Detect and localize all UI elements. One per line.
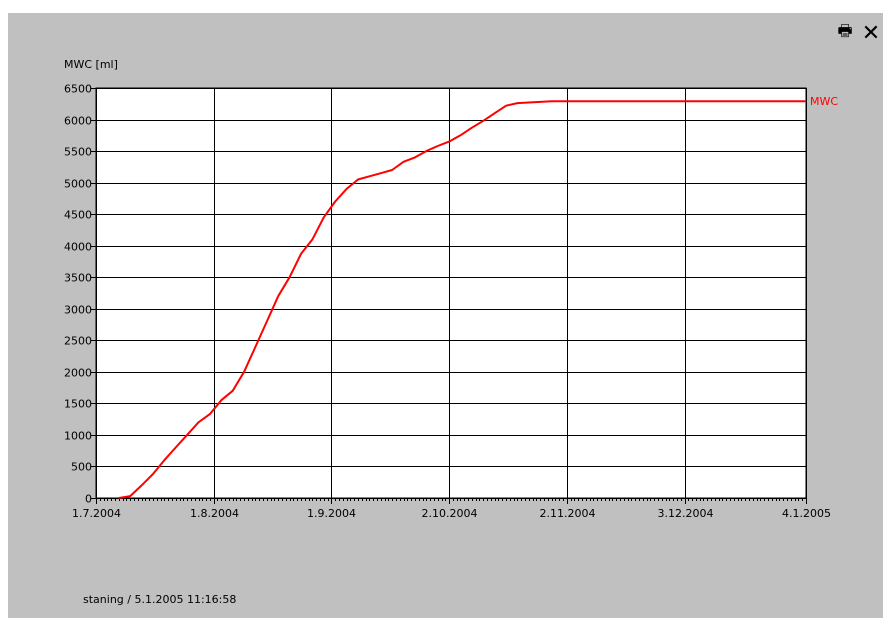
printer-icon[interactable]: 🖶 [837, 20, 853, 40]
x-tick-label: 1.8.2004 [190, 507, 239, 520]
x-tick-label: 2.10.2004 [422, 507, 478, 520]
plot-background [95, 87, 807, 499]
x-tick-label: 3.12.2004 [658, 507, 714, 520]
y-tick-label: 3500 [64, 272, 92, 285]
y-tick-label: 5000 [64, 178, 92, 191]
y-tick-label: 2500 [64, 335, 92, 348]
series-label: MWC [810, 95, 838, 108]
x-tick-label: 1.9.2004 [307, 507, 356, 520]
chart-toolbar: 🖶 ✕ [832, 21, 883, 47]
y-tick-label: 5500 [64, 146, 92, 159]
x-tick-label: 1.7.2004 [72, 507, 121, 520]
y-tick-label: 6000 [64, 115, 92, 128]
plot-area: 0 500 1000 1500 2000 2500 3000 3500 4000 4500 5000… [64, 83, 838, 521]
status-text: staning / 5.1.2005 11:16:58 [83, 593, 237, 606]
y-tick-label: 6500 [64, 83, 92, 96]
y-tick-label: 1500 [64, 398, 92, 411]
x-tick-label: 2.11.2004 [540, 507, 596, 520]
series-line [118, 100, 806, 499]
y-tick-label: 4500 [64, 209, 92, 222]
y-tick-label: 2000 [64, 367, 92, 380]
y-tick-label: 3000 [64, 304, 92, 317]
y-axis-label: MWC [ml] [64, 58, 118, 71]
y-tick-label: 1000 [64, 430, 92, 443]
y-tick-label: 0 [85, 493, 92, 506]
y-tick-label: 500 [71, 461, 92, 474]
y-tick-label: 4000 [64, 241, 92, 254]
x-tick-label: 4.1.2005 [782, 507, 831, 520]
close-icon[interactable]: ✕ [861, 20, 881, 46]
